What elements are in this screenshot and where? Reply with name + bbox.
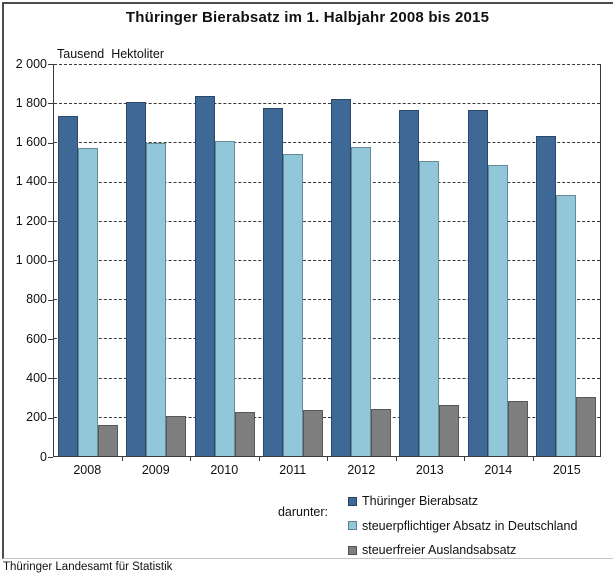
y-tick-mark (48, 378, 53, 380)
bar-group-2013 (395, 64, 463, 456)
gridline (54, 142, 600, 144)
x-tick-label: 2008 (73, 463, 102, 477)
bar (214, 141, 235, 456)
y-tick-mark (48, 221, 53, 223)
x-tick-label: 2009 (141, 463, 170, 477)
y-tick-label: 1 600 (15, 135, 47, 150)
legend-item: steuerfreier Auslandsabsatz (348, 542, 516, 558)
bar (282, 154, 303, 456)
bar-group-2009 (122, 64, 190, 456)
y-tick-label: 1 800 (15, 95, 47, 110)
legend-item: Thüringer Bierabsatz (348, 493, 478, 509)
outer-frame-border (2, 2, 613, 559)
y-tick-label: 1 400 (15, 174, 47, 189)
bar (78, 148, 99, 456)
legend-prefix: darunter: (277, 505, 328, 519)
legend-item: steuerpflichtiger Absatz in Deutschland (348, 518, 577, 534)
x-tick-mark (122, 457, 123, 461)
x-tick-mark (396, 457, 397, 461)
bar (194, 96, 215, 456)
gridline (54, 260, 600, 261)
y-tick-mark (48, 103, 53, 105)
x-tick-mark (533, 457, 534, 461)
bar (98, 424, 119, 456)
bar (166, 415, 187, 456)
chart-title: Thüringer Bierabsatz im 1. Halbjahr 2008… (125, 9, 490, 26)
y-tick-label: 1 000 (15, 253, 47, 267)
bar (575, 396, 596, 456)
gridline (54, 338, 600, 340)
y-tick-mark (48, 339, 53, 341)
bar-group-2008 (54, 64, 122, 456)
bar (351, 147, 372, 456)
gridline (54, 416, 600, 418)
x-tick-label: 2010 (210, 463, 239, 477)
y-tick-mark (48, 417, 53, 419)
y-tick-label: 400 (26, 370, 47, 385)
bar (399, 110, 420, 456)
x-tick-mark (464, 457, 465, 461)
y-tick-mark (48, 299, 53, 301)
legend-swatch (348, 545, 357, 555)
y-tick-mark (48, 142, 53, 144)
bar (487, 164, 508, 456)
x-tick-mark (259, 457, 260, 461)
legend-swatch (348, 521, 357, 530)
y-axis-unit-label: Tausend Hektoliter (57, 47, 165, 61)
legend-label: steuerfreier Auslandsabsatz (362, 543, 517, 557)
bar-group-2011 (259, 64, 327, 456)
legend-label: steuerpflichtiger Absatz in Deutschland (362, 518, 578, 533)
legend-label: Thüringer Bierabsatz (362, 494, 479, 508)
source-label: Thüringer Landesamt für Statistik (3, 561, 173, 573)
bar (262, 108, 283, 456)
legend-swatch (348, 496, 357, 506)
x-tick-label: 2013 (415, 463, 444, 477)
gridline (54, 103, 600, 105)
y-tick-label: 1 200 (15, 213, 47, 228)
y-tick-label: 600 (26, 331, 47, 346)
bar (146, 143, 167, 456)
gridline (54, 299, 600, 301)
bar-groups (54, 64, 600, 456)
bar (439, 405, 460, 456)
bar-group-2010 (191, 64, 259, 456)
bar (331, 99, 352, 456)
gridline (54, 377, 600, 379)
bar (419, 161, 440, 456)
bar (126, 102, 147, 456)
plot-area (53, 64, 601, 457)
x-tick-mark (327, 457, 328, 461)
y-tick-label: 0 (40, 449, 47, 464)
y-tick-label: 200 (26, 410, 47, 425)
gridline (54, 220, 600, 222)
bar (234, 411, 255, 456)
bar (371, 408, 392, 456)
bar (302, 409, 323, 456)
x-tick-label: 2015 (552, 463, 581, 477)
bar (507, 401, 528, 456)
y-tick-label: 2 000 (15, 56, 47, 71)
bar (467, 110, 488, 456)
x-tick-label: 2012 (347, 463, 376, 477)
y-tick-mark (48, 64, 53, 65)
gridline (54, 181, 600, 183)
x-tick-mark (190, 457, 191, 461)
y-tick-mark (48, 181, 53, 183)
bar-group-2014 (464, 64, 532, 456)
bar (535, 135, 556, 456)
bar (555, 195, 576, 456)
gridline (54, 64, 600, 65)
y-tick-label: 800 (26, 292, 47, 307)
x-tick-label: 2014 (484, 463, 513, 477)
bar-group-2012 (327, 64, 395, 456)
x-tick-label: 2011 (279, 463, 307, 477)
y-tick-mark (48, 457, 53, 458)
bar (58, 115, 79, 456)
bar-group-2015 (532, 64, 600, 456)
y-tick-mark (48, 260, 53, 262)
